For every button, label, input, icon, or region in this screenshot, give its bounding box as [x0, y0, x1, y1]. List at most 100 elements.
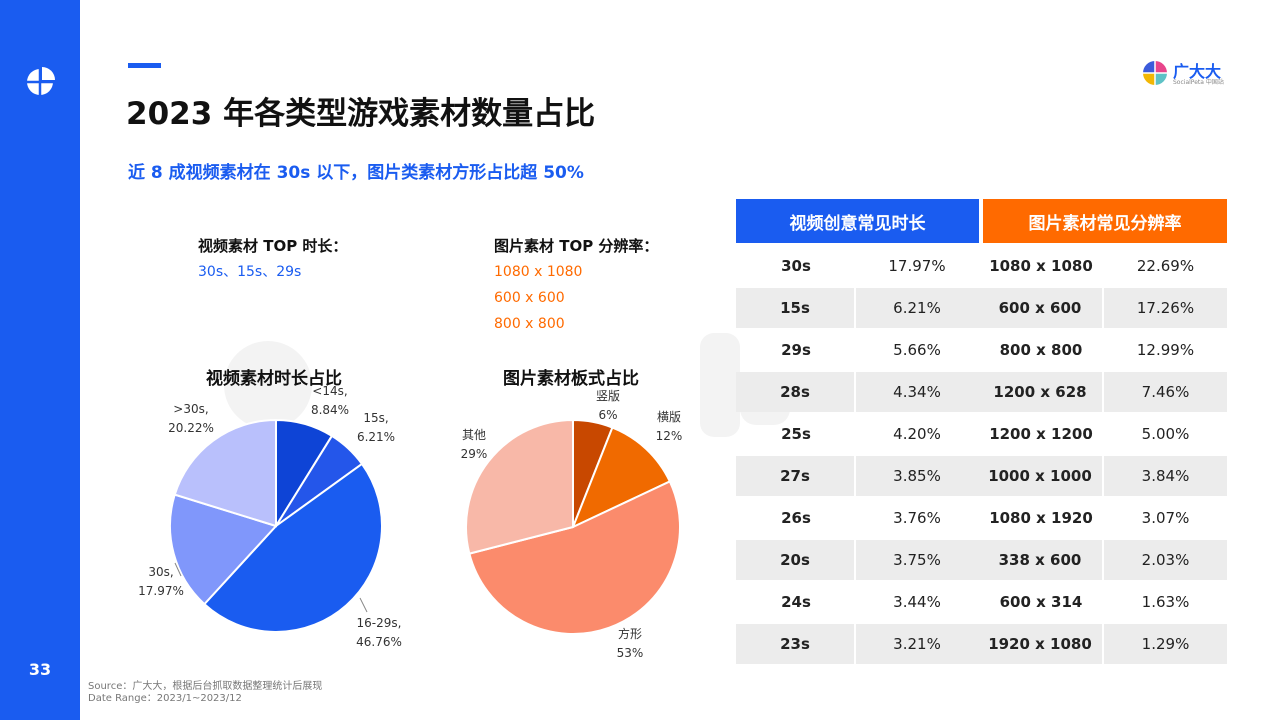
image-top-item: 800 x 800 [494, 316, 565, 332]
slice-label: >30s, [173, 402, 209, 416]
table-row: 24s 3.44% 600 x 314 1.63% [736, 582, 1227, 622]
pie-slice [465, 418, 574, 555]
brand-mark-icon [1142, 60, 1168, 86]
slice-value: 29% [460, 447, 488, 461]
brand-logo: 广大大 SocialPeta 中国站 [1142, 58, 1232, 90]
slice-value: 6% [598, 408, 618, 422]
image-top-items: 1080 x 1080 600 x 600 800 x 800 [494, 259, 582, 337]
title-accent-bar [128, 63, 161, 68]
page-subtitle: 近 8 成视频素材在 30s 以下，图片类素材方形占比超 50% [128, 163, 584, 183]
table-cell: 800 x 800 [999, 341, 1083, 359]
pie-label-gt30s: >30s, 20.22% [164, 400, 218, 438]
table-cell: 1000 x 1000 [978, 456, 1104, 496]
video-duration-pie [169, 418, 383, 633]
table-cell: 1200 x 628 [978, 372, 1104, 412]
slice-value: 12% [655, 429, 683, 443]
table-cell: 1920 x 1080 [978, 624, 1104, 664]
slice-value: 8.84% [310, 403, 350, 417]
slice-value: 17.97% [138, 584, 184, 598]
slice-label: <14s, [312, 384, 348, 398]
table-cell: 5.66% [893, 341, 941, 359]
pie-slices [169, 418, 383, 633]
table-cell: 1200 x 1200 [989, 425, 1093, 443]
slice-label: 方形 [617, 627, 642, 641]
pie-label-lt14s: <14s, 8.84% [304, 382, 356, 420]
slice-value: 20.22% [168, 421, 214, 435]
pie-label-16-29s: 16-29s, 46.76% [352, 614, 406, 652]
table-row: 20s 3.75% 338 x 600 2.03% [736, 540, 1227, 580]
table-row: 23s 3.21% 1920 x 1080 1.29% [736, 624, 1227, 664]
table-cell: 3.85% [893, 467, 941, 485]
table-row: 26s 3.76% 1080 x 1920 3.07% [736, 498, 1227, 538]
table-header-image-resolution: 图片素材常见分辨率 [983, 199, 1227, 243]
table-cell: 27s [736, 456, 856, 496]
slice-label: 竖版 [595, 389, 620, 403]
table-cell: 17.26% [1136, 299, 1195, 317]
page-number: 33 [28, 660, 52, 679]
table-cell: 22.69% [1136, 257, 1195, 275]
brand-name: 广大大 [1173, 62, 1222, 81]
table-cell: 15s [736, 288, 856, 328]
table-header-video-duration: 视频创意常见时长 [736, 199, 979, 243]
pie-slice [169, 493, 278, 606]
slice-value: 6.21% [356, 430, 396, 444]
pie-slices [465, 418, 681, 635]
image-top-heading: 图片素材 TOP 分辨率： [494, 237, 659, 255]
table-cell: 3.21% [893, 635, 941, 653]
pie-label-15s: 15s, 6.21% [354, 409, 398, 447]
image-top-item: 1080 x 1080 [494, 264, 583, 280]
page-title: 2023 年各类型游戏素材数量占比 [126, 96, 596, 132]
table-cell: 24s [781, 593, 811, 611]
table-cell: 17.97% [888, 257, 946, 275]
table-cell: 29s [781, 341, 811, 359]
pie-label-vertical: 竖版 6% [588, 387, 628, 425]
table-cell: 6.21% [893, 299, 941, 317]
pie-label-30s: 30s, 17.97% [136, 563, 186, 601]
pie-label-other: 其他 29% [454, 426, 494, 464]
image-format-pie [465, 418, 681, 635]
table-cell: 1080 x 1920 [989, 509, 1093, 527]
table-cell: 26s [781, 509, 811, 527]
table-cell: 28s [736, 372, 856, 412]
table-cell: 3.84% [1141, 467, 1190, 485]
video-duration-chart-title: 视频素材时长占比 [206, 369, 342, 389]
image-top-item: 600 x 600 [494, 290, 565, 306]
slice-label: 15s, [363, 411, 389, 425]
table-row: 27s 3.85% 1000 x 1000 3.84% [736, 456, 1227, 496]
pie-slice [468, 480, 681, 635]
table-cell: 25s [781, 425, 811, 443]
video-top-items: 30s、15s、29s [198, 264, 302, 280]
pie-slice [202, 462, 383, 633]
pie-label-square: 方形 53% [610, 625, 650, 663]
slice-value: 46.76% [356, 635, 402, 649]
table-cell: 7.46% [1141, 383, 1190, 401]
brand-subtitle: SocialPeta 中国站 [1173, 79, 1224, 86]
table-cell: 338 x 600 [978, 540, 1104, 580]
table-cell: 1.29% [1141, 635, 1190, 653]
pie-slice [173, 418, 277, 528]
table-cell: 5.00% [1141, 425, 1190, 443]
sidebar: 33 [0, 0, 80, 720]
slice-label: 30s, [148, 565, 174, 579]
table-row: 25s 4.20% 1200 x 1200 5.00% [736, 414, 1227, 454]
table-cell: 30s [781, 257, 811, 275]
source-note: Source：广大大，根据后台抓取数据整理统计后展现 Date Range：20… [88, 681, 322, 705]
table-row: 28s 4.34% 1200 x 628 7.46% [736, 372, 1227, 412]
source-line: Source：广大大，根据后台抓取数据整理统计后展现 [88, 681, 323, 692]
table-cell: 1080 x 1080 [989, 257, 1093, 275]
table-row: 30s 17.97% 1080 x 1080 22.69% [736, 246, 1227, 286]
table-cell: 600 x 314 [999, 593, 1083, 611]
slice-label: 其他 [461, 428, 486, 442]
table-cell: 4.34% [893, 383, 941, 401]
date-range-line: Date Range：2023/1~2023/12 [88, 693, 242, 704]
table-row: 15s 6.21% 600 x 600 17.26% [736, 288, 1227, 328]
pie-slice [571, 426, 672, 529]
table-cell: 4.20% [893, 425, 941, 443]
table-cell: 20s [736, 540, 856, 580]
slice-label: 16-29s, [356, 616, 402, 630]
image-format-chart-title: 图片素材板式占比 [503, 369, 639, 389]
table-cell: 2.03% [1141, 551, 1190, 569]
table-cell: 23s [736, 624, 856, 664]
table-row: 29s 5.66% 800 x 800 12.99% [736, 330, 1227, 370]
